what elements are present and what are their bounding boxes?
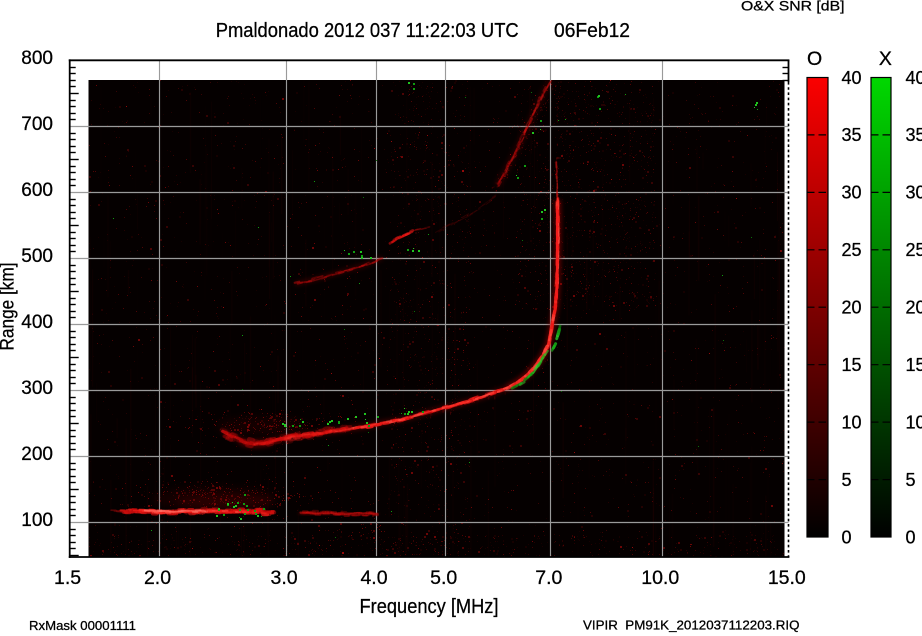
svg-text:Pmaldonado 2012 037 11:22:03 U: Pmaldonado 2012 037 11:22:03 UTC [216,20,519,42]
svg-text:1.5: 1.5 [54,567,81,589]
svg-text:3.0: 3.0 [271,567,298,589]
svg-text:400: 400 [21,312,53,333]
svg-text:10: 10 [842,412,862,432]
svg-text:500: 500 [21,246,53,267]
svg-text:30: 30 [906,183,922,203]
svg-text:0: 0 [842,527,852,547]
svg-text:20: 20 [842,298,862,318]
svg-text:40: 40 [906,68,922,88]
svg-text:700: 700 [21,114,53,135]
svg-text:Frequency [MHz]: Frequency [MHz] [360,596,499,618]
svg-text:15.0: 15.0 [768,567,806,589]
svg-text:5.0: 5.0 [430,567,457,589]
svg-text:10.0: 10.0 [641,567,679,589]
svg-text:4.0: 4.0 [360,567,387,589]
svg-text:2.0: 2.0 [144,567,171,589]
svg-text:800: 800 [21,48,53,69]
svg-text:X: X [879,48,892,70]
svg-text:O: O [807,48,822,70]
svg-text:10: 10 [906,412,922,432]
svg-text:35: 35 [906,125,922,145]
svg-text:35: 35 [842,125,862,145]
svg-text:5: 5 [906,470,916,490]
svg-text:100: 100 [21,510,53,531]
svg-text:0: 0 [906,527,916,547]
svg-text:40: 40 [842,68,862,88]
svg-text:300: 300 [21,378,53,399]
svg-text:RxMask 00001111: RxMask 00001111 [29,618,136,633]
svg-text:200: 200 [21,444,53,465]
svg-text:15: 15 [842,355,862,375]
svg-text:Range [km]: Range [km] [0,263,19,351]
svg-text:06Feb12: 06Feb12 [554,20,630,42]
svg-text:5: 5 [842,470,852,490]
svg-text:25: 25 [842,240,862,260]
svg-text:30: 30 [842,183,862,203]
svg-text:O&X SNR [dB]: O&X SNR [dB] [741,0,845,14]
svg-text:VIPIR PM91K_2012037112203.RIQ: VIPIR PM91K_2012037112203.RIQ [583,618,800,632]
svg-text:20: 20 [906,298,922,318]
svg-text:25: 25 [906,240,922,260]
svg-text:600: 600 [21,180,53,201]
svg-text:15: 15 [906,355,922,375]
svg-text:7.0: 7.0 [535,567,562,589]
